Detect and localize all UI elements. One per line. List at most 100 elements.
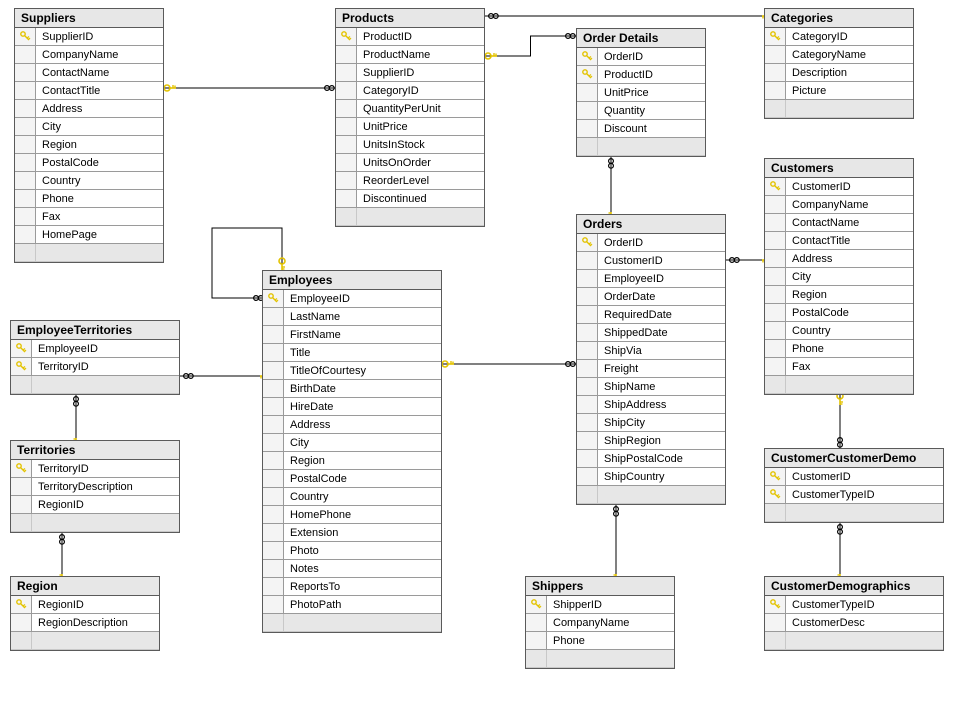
column-row[interactable]: City [263,434,441,452]
column-row[interactable]: ProductID [577,66,705,84]
table-region[interactable]: RegionRegionIDRegionDescription [10,576,160,651]
column-row[interactable]: TitleOfCourtesy [263,362,441,380]
table-territories[interactable]: TerritoriesTerritoryIDTerritoryDescripti… [10,440,180,533]
column-row[interactable]: CategoryID [336,82,484,100]
table-empterr[interactable]: EmployeeTerritoriesEmployeeIDTerritoryID [10,320,180,395]
table-custcustdemo[interactable]: CustomerCustomerDemoCustomerIDCustomerTy… [764,448,944,523]
column-row[interactable]: Region [263,452,441,470]
column-row[interactable]: Region [765,286,913,304]
column-row[interactable]: OrderDate [577,288,725,306]
column-row[interactable]: Discontinued [336,190,484,208]
column-row[interactable]: City [15,118,163,136]
column-row[interactable]: ShipRegion [577,432,725,450]
column-row[interactable]: HireDate [263,398,441,416]
column-row[interactable]: CustomerDesc [765,614,943,632]
table-orderdetails[interactable]: Order DetailsOrderIDProductIDUnitPriceQu… [576,28,706,157]
column-row[interactable]: PostalCode [263,470,441,488]
column-row[interactable]: HomePage [15,226,163,244]
column-row[interactable]: CompanyName [15,46,163,64]
column-row[interactable]: EmployeeID [263,290,441,308]
column-row[interactable]: SupplierID [15,28,163,46]
column-row[interactable]: Notes [263,560,441,578]
column-row[interactable]: Picture [765,82,913,100]
column-row[interactable]: TerritoryID [11,460,179,478]
column-row[interactable]: PostalCode [765,304,913,322]
column-row[interactable]: Address [263,416,441,434]
column-row[interactable]: Phone [15,190,163,208]
table-products[interactable]: ProductsProductIDProductNameSupplierIDCa… [335,8,485,227]
column-row[interactable]: TerritoryID [11,358,179,376]
column-row[interactable]: ReorderLevel [336,172,484,190]
column-row[interactable]: OrderID [577,234,725,252]
column-row[interactable]: Fax [765,358,913,376]
column-row[interactable]: ShipPostalCode [577,450,725,468]
column-row[interactable]: EmployeeID [11,340,179,358]
column-row[interactable]: UnitsInStock [336,136,484,154]
column-row[interactable]: CustomerID [765,178,913,196]
column-row[interactable]: CategoryName [765,46,913,64]
column-row[interactable]: ReportsTo [263,578,441,596]
column-row[interactable]: Freight [577,360,725,378]
column-row[interactable]: ShipName [577,378,725,396]
column-row[interactable]: ContactTitle [15,82,163,100]
column-row[interactable]: UnitPrice [336,118,484,136]
column-row[interactable]: ProductID [336,28,484,46]
table-categories[interactable]: CategoriesCategoryIDCategoryNameDescript… [764,8,914,119]
column-row[interactable]: ShipCity [577,414,725,432]
column-row[interactable]: ContactName [765,214,913,232]
column-row[interactable]: HomePhone [263,506,441,524]
column-row[interactable]: RegionDescription [11,614,159,632]
column-row[interactable]: Description [765,64,913,82]
column-row[interactable]: RegionID [11,496,179,514]
column-row[interactable]: Phone [526,632,674,650]
column-row[interactable]: UnitsOnOrder [336,154,484,172]
column-row[interactable]: Country [15,172,163,190]
column-row[interactable]: Title [263,344,441,362]
column-row[interactable]: Phone [765,340,913,358]
column-row[interactable]: UnitPrice [577,84,705,102]
column-row[interactable]: Country [263,488,441,506]
column-row[interactable]: RequiredDate [577,306,725,324]
column-row[interactable]: PostalCode [15,154,163,172]
table-orders[interactable]: OrdersOrderIDCustomerIDEmployeeIDOrderDa… [576,214,726,505]
column-row[interactable]: BirthDate [263,380,441,398]
column-row[interactable]: QuantityPerUnit [336,100,484,118]
column-row[interactable]: ShipAddress [577,396,725,414]
table-custdemo[interactable]: CustomerDemographicsCustomerTypeIDCustom… [764,576,944,651]
column-row[interactable]: CompanyName [765,196,913,214]
column-row[interactable]: TerritoryDescription [11,478,179,496]
column-row[interactable]: RegionID [11,596,159,614]
column-row[interactable]: ContactName [15,64,163,82]
column-row[interactable]: OrderID [577,48,705,66]
column-row[interactable]: ContactTitle [765,232,913,250]
table-customers[interactable]: CustomersCustomerIDCompanyNameContactNam… [764,158,914,395]
column-row[interactable]: EmployeeID [577,270,725,288]
column-row[interactable]: CompanyName [526,614,674,632]
column-row[interactable]: Quantity [577,102,705,120]
column-row[interactable]: ShipVia [577,342,725,360]
column-row[interactable]: LastName [263,308,441,326]
column-row[interactable]: Country [765,322,913,340]
column-row[interactable]: Discount [577,120,705,138]
column-row[interactable]: City [765,268,913,286]
column-row[interactable]: PhotoPath [263,596,441,614]
column-row[interactable]: CustomerID [577,252,725,270]
column-row[interactable]: Region [15,136,163,154]
column-row[interactable]: ShipperID [526,596,674,614]
column-row[interactable]: Fax [15,208,163,226]
table-suppliers[interactable]: SuppliersSupplierIDCompanyNameContactNam… [14,8,164,263]
table-shippers[interactable]: ShippersShipperIDCompanyNamePhone [525,576,675,669]
column-row[interactable]: CategoryID [765,28,913,46]
column-row[interactable]: FirstName [263,326,441,344]
column-row[interactable]: ProductName [336,46,484,64]
table-employees[interactable]: EmployeesEmployeeIDLastNameFirstNameTitl… [262,270,442,633]
column-row[interactable]: Address [15,100,163,118]
column-row[interactable]: CustomerTypeID [765,486,943,504]
column-row[interactable]: Photo [263,542,441,560]
column-row[interactable]: CustomerTypeID [765,596,943,614]
column-row[interactable]: CustomerID [765,468,943,486]
column-row[interactable]: Address [765,250,913,268]
column-row[interactable]: ShippedDate [577,324,725,342]
column-row[interactable]: SupplierID [336,64,484,82]
column-row[interactable]: ShipCountry [577,468,725,486]
